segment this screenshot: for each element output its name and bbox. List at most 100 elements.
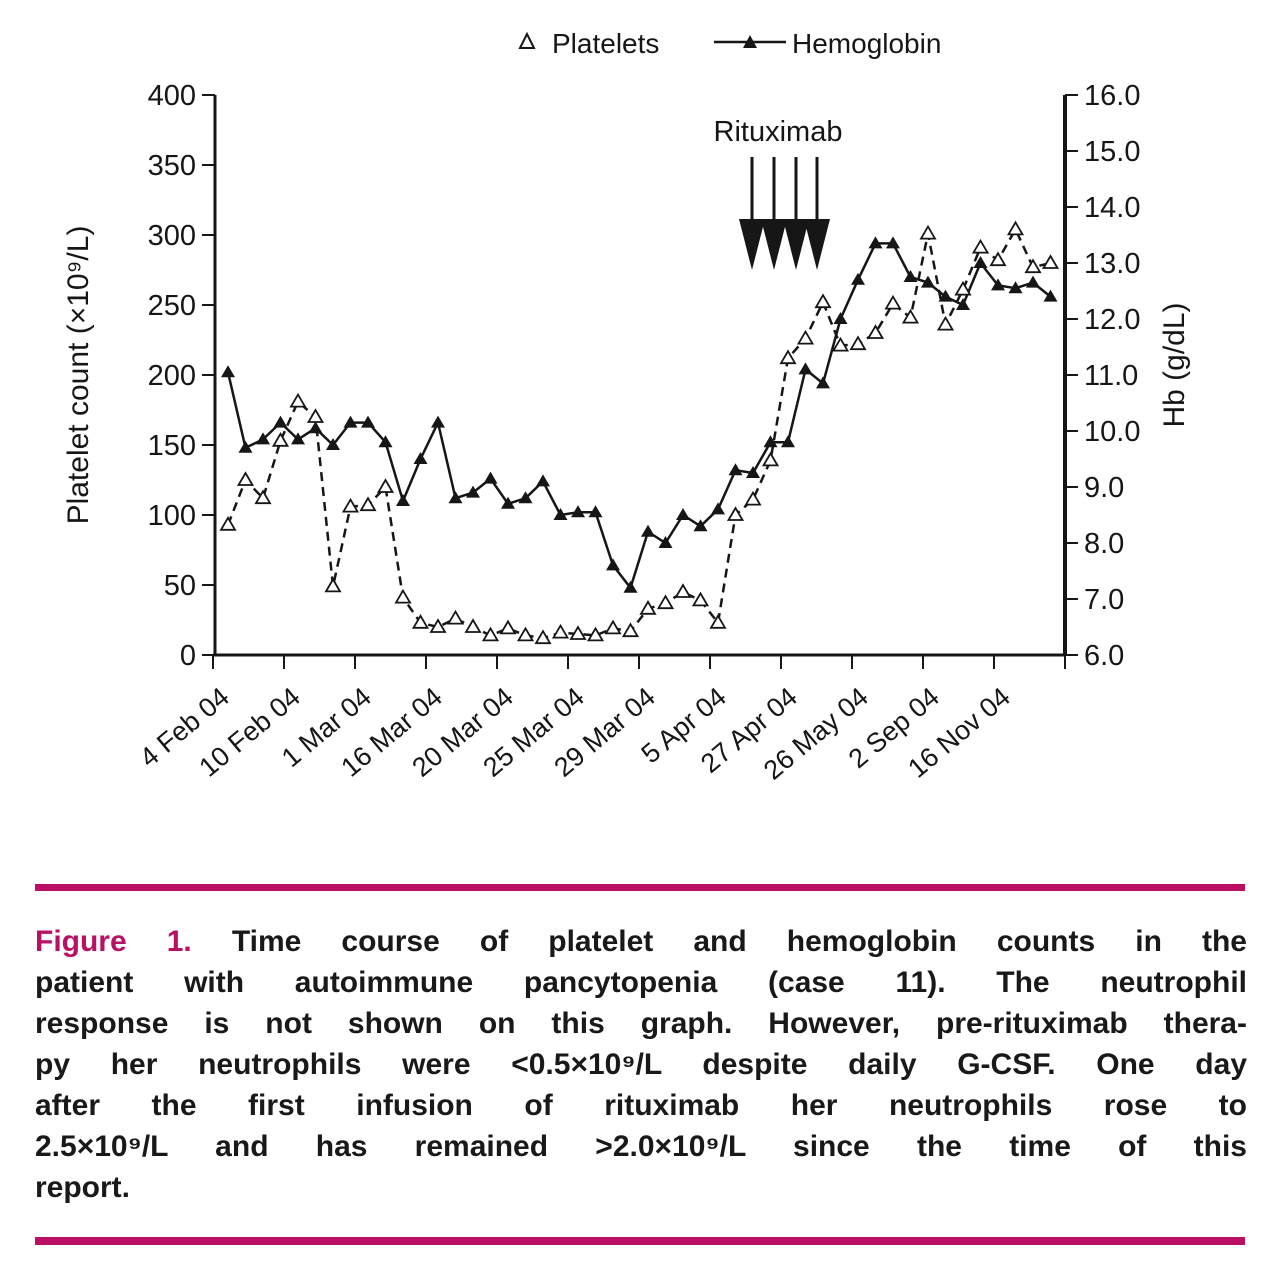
platelets-data-point xyxy=(709,614,727,629)
hemoglobin-data-point xyxy=(676,508,690,520)
hemoglobin-data-point xyxy=(553,508,568,520)
hemoglobin-data-point xyxy=(273,415,288,428)
right-axis-tick-label: 6.0 xyxy=(1084,640,1124,672)
platelets-data-point xyxy=(866,324,885,339)
platelets-data-point xyxy=(481,626,500,642)
platelets-data-point xyxy=(849,335,867,351)
platelets-data-point xyxy=(1041,254,1060,269)
hemoglobin-data-point xyxy=(833,312,848,324)
hemoglobin-data-point xyxy=(343,415,358,428)
hemoglobin-data-point xyxy=(501,496,515,509)
hemoglobin-data-point xyxy=(693,519,708,532)
right-axis-tick-label: 14.0 xyxy=(1084,192,1140,224)
hemoglobin-data-point xyxy=(571,505,585,518)
right-axis-tick-label: 15.0 xyxy=(1084,136,1140,168)
platelets-data-point xyxy=(219,516,237,531)
right-axis-title: Hb (g/dL) xyxy=(1158,302,1191,427)
caption-line: after the first infusion of rituximab he… xyxy=(35,1089,1247,1122)
platelets-data-point xyxy=(324,577,342,593)
platelets-line xyxy=(226,228,1051,640)
left-axis-tick-label: 250 xyxy=(148,290,196,322)
hemoglobin-data-point xyxy=(886,236,900,249)
caption-first-line-text: Time course of platelet and hemoglobin c… xyxy=(231,925,1247,958)
platelets-data-point xyxy=(236,471,255,486)
hemoglobin-data-point xyxy=(1043,289,1058,302)
right-axis-tick-label: 12.0 xyxy=(1084,304,1140,336)
platelets-data-point xyxy=(429,618,447,633)
hemoglobin-data-point xyxy=(413,452,428,464)
platelets-data-point xyxy=(306,408,325,423)
platelets-data-point xyxy=(1006,220,1025,236)
hemoglobin-data-point xyxy=(1008,281,1023,294)
platelets-data-point xyxy=(359,496,377,512)
left-axis-tick-label: 50 xyxy=(164,570,196,602)
left-axis-tick-label: 150 xyxy=(148,430,196,462)
left-axis-tick-label: 350 xyxy=(148,150,196,182)
platelets-data-point xyxy=(499,619,517,635)
hemoglobin-data-point xyxy=(903,270,918,282)
hemoglobin-legend-marker-icon xyxy=(743,35,757,48)
left-axis-tick-label: 400 xyxy=(148,80,196,112)
platelets-data-point xyxy=(464,618,482,633)
platelets-data-point xyxy=(604,619,622,635)
hemoglobin-legend-label: Hemoglobin xyxy=(792,28,941,59)
hemoglobin-data-point xyxy=(256,432,270,445)
hemoglobin-data-point xyxy=(588,505,603,518)
figure-caption: Figure 1. Time course of platelet and he… xyxy=(35,921,1247,1208)
platelets-legend-marker-icon xyxy=(518,31,536,49)
hemoglobin-data-point xyxy=(763,435,778,448)
hemoglobin-line xyxy=(226,242,1052,590)
platelets-data-point xyxy=(761,451,780,467)
hemoglobin-markers xyxy=(221,236,1058,593)
left-axis-tick-label: 0 xyxy=(180,640,196,672)
caption-line: Figure 1. Time course of platelet and he… xyxy=(35,921,1247,962)
platelets-data-point xyxy=(1024,258,1042,274)
hemoglobin-data-point xyxy=(623,580,638,593)
caption-line: patient with autoimmune pancytopenia (ca… xyxy=(35,966,1247,999)
rituximab-arrowhead-icon xyxy=(761,219,787,270)
axes: 0 50 100 150 200 250 300 350 400 6.0 7.0 8.0 9.0 10.0… xyxy=(62,80,1191,786)
hemoglobin-data-point xyxy=(361,415,375,428)
hemoglobin-data-point xyxy=(396,494,410,506)
right-axis-tick-label: 11.0 xyxy=(1084,360,1138,392)
platelets-data-point xyxy=(796,329,815,345)
hemoglobin-data-point xyxy=(781,435,795,448)
platelets-data-point xyxy=(394,588,412,604)
platelets-data-point xyxy=(341,497,360,513)
platelets-markers xyxy=(219,220,1060,645)
caption-bottom-rule xyxy=(35,1237,1245,1245)
rituximab-arrowhead-icon xyxy=(804,219,830,270)
hemoglobin-data-point xyxy=(308,421,323,434)
hemoglobin-data-point xyxy=(466,485,480,498)
caption-line: 2.5×10⁹/L and has remained >2.0×10⁹/L si… xyxy=(35,1130,1247,1163)
platelets-data-point xyxy=(534,629,552,645)
hemoglobin-data-point xyxy=(728,463,743,476)
hemoglobin-data-point xyxy=(956,298,970,310)
left-axis-tick-label: 300 xyxy=(148,220,196,252)
platelets-data-point xyxy=(289,392,307,408)
right-axis-tick-label: 16.0 xyxy=(1084,80,1140,112)
platelets-data-point xyxy=(884,294,902,310)
hemoglobin-data-point xyxy=(641,524,655,537)
platelets-data-point xyxy=(779,349,797,365)
hemoglobin-data-point xyxy=(921,275,935,288)
platelets-data-point xyxy=(639,600,657,615)
platelets-data-point xyxy=(656,594,675,610)
caption-figure-label: Figure 1. xyxy=(35,925,192,958)
hemoglobin-data-point xyxy=(711,502,725,515)
chart-canvas: Platelets Hemoglobin 0 50 100 150 200 250 300 350… xyxy=(62,28,1191,786)
hemoglobin-data-point xyxy=(991,278,1005,291)
hemoglobin-data-point xyxy=(851,272,865,285)
hemoglobin-data-point xyxy=(291,432,305,445)
platelets-data-point xyxy=(551,623,570,639)
rituximab-label: Rituximab xyxy=(714,116,843,148)
hemoglobin-data-point xyxy=(378,435,393,448)
hemoglobin-data-point xyxy=(448,491,463,504)
right-axis-tick-label: 13.0 xyxy=(1084,248,1140,280)
caption-top-rule xyxy=(35,884,1245,891)
hemoglobin-data-point xyxy=(536,474,550,487)
hemoglobin-data-point xyxy=(431,415,445,428)
platelets-data-point xyxy=(936,315,955,331)
right-axis-tick-label: 8.0 xyxy=(1084,528,1124,560)
